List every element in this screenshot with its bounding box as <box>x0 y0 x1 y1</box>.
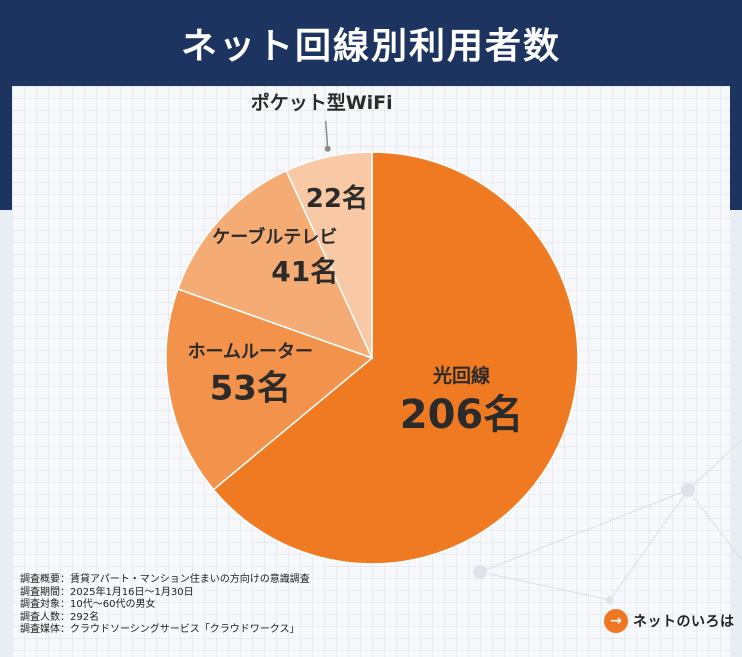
pie-slice-cable-tv <box>176 169 374 360</box>
note-target: 調査対象：10代～60代の男女 <box>20 599 156 610</box>
slice-name-cable-tv: ケーブルテレビ <box>212 226 337 248</box>
leader-line-pocket-wifi <box>324 120 329 149</box>
pie-slice-pocket-wifi <box>285 151 373 359</box>
leader-dot-pocket-wifi <box>324 145 331 152</box>
slice-name-fiber: 光回線 <box>432 364 490 387</box>
note-summary: 調査概要：賃貸アパート・マンション住まいの方向けの意識調査 <box>20 574 310 585</box>
pie-slice-fiber <box>212 151 579 565</box>
slice-value-pocket-wifi: 22名 <box>306 183 368 214</box>
slice-value-cable-tv: 41名 <box>271 255 338 288</box>
note-period: 調査期間：2025年1月16日～1月30日 <box>20 586 194 598</box>
arrow-icon: → <box>604 609 628 633</box>
slice-value-fiber: 206名 <box>400 392 524 438</box>
network-decoration <box>473 439 742 604</box>
slice-name-home-router: ホームルーター <box>188 342 313 363</box>
pie-slice-home-router <box>165 288 374 491</box>
brand-name: ネットのいろは <box>633 614 735 630</box>
brand-logo: → ネットのいろは <box>604 608 735 634</box>
slice-name-pocket-wifi: ポケット型WiFi <box>251 91 393 114</box>
page-title: ネット回線別利用者数 <box>180 26 561 67</box>
survey-notes: 調査概要：賃貸アパート・マンション住まいの方向けの意識調査 調査期間：2025年… <box>20 574 310 637</box>
slice-value-home-router: 53名 <box>210 369 291 409</box>
note-count: 調査人数：292名 <box>20 611 100 623</box>
note-media: 調査媒体：クラウドソーシングサービス「クラウドワークス」 <box>20 624 300 635</box>
